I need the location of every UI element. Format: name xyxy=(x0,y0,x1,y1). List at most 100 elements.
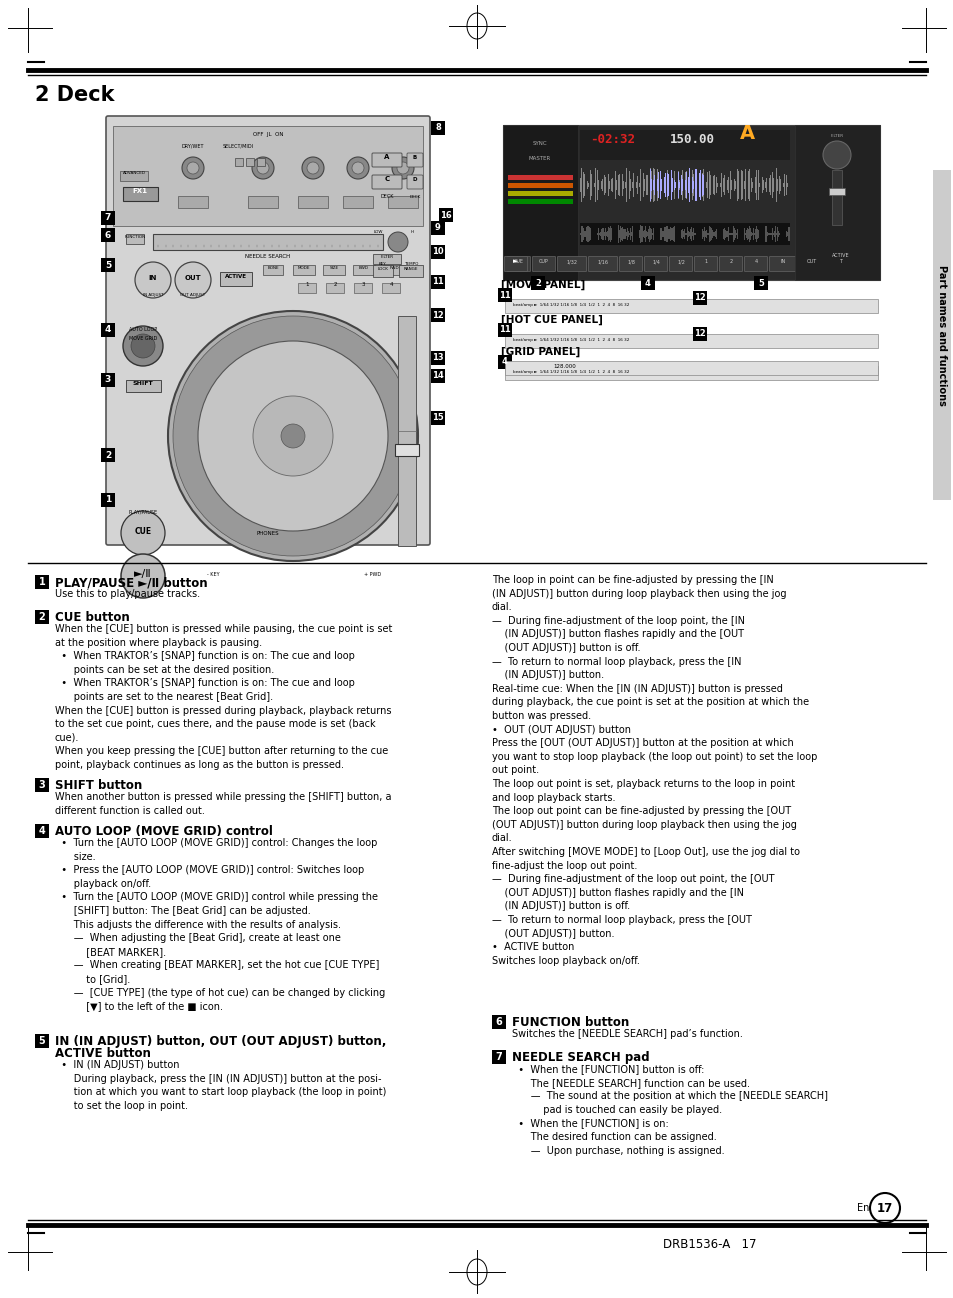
Text: OUT: OUT xyxy=(185,275,201,280)
FancyBboxPatch shape xyxy=(719,257,741,271)
Bar xyxy=(828,188,844,195)
Text: KEY
LOCK: KEY LOCK xyxy=(377,262,388,271)
Text: D: D xyxy=(413,177,416,182)
Bar xyxy=(234,158,243,166)
Text: •  When the [FUNCTION] button is off:
      The [NEEDLE SEARCH] function can be : • When the [FUNCTION] button is off: The… xyxy=(512,1064,827,1155)
FancyBboxPatch shape xyxy=(507,257,530,271)
Text: -02:32: -02:32 xyxy=(589,132,635,145)
Bar xyxy=(112,126,422,226)
Bar xyxy=(397,315,416,546)
FancyBboxPatch shape xyxy=(492,1015,505,1029)
FancyBboxPatch shape xyxy=(35,824,49,839)
FancyBboxPatch shape xyxy=(35,1035,49,1047)
FancyBboxPatch shape xyxy=(531,276,544,289)
Text: OUT: OUT xyxy=(806,260,817,263)
Circle shape xyxy=(307,162,318,174)
FancyBboxPatch shape xyxy=(372,175,401,190)
Text: MOVE GRID: MOVE GRID xyxy=(129,336,157,341)
Text: IN: IN xyxy=(780,260,785,263)
FancyBboxPatch shape xyxy=(694,257,717,271)
Text: DRB1536-A   17: DRB1536-A 17 xyxy=(662,1238,756,1251)
Text: SYNC: SYNC xyxy=(532,141,547,145)
Circle shape xyxy=(135,262,171,299)
Text: Switches the [NEEDLE SEARCH] pad’s function.: Switches the [NEEDLE SEARCH] pad’s funct… xyxy=(512,1029,742,1038)
Text: 4: 4 xyxy=(105,326,112,335)
FancyBboxPatch shape xyxy=(101,448,115,462)
Text: When another button is pressed while pressing the [SHIFT] button, a
different fu: When another button is pressed while pre… xyxy=(55,792,391,815)
Bar xyxy=(120,171,148,180)
FancyBboxPatch shape xyxy=(35,778,49,792)
Text: ►/Ⅱ: ►/Ⅱ xyxy=(134,569,152,579)
FancyBboxPatch shape xyxy=(431,121,444,135)
FancyBboxPatch shape xyxy=(431,275,444,289)
Text: 5: 5 xyxy=(105,261,111,270)
Bar xyxy=(248,196,277,208)
Text: B: B xyxy=(413,154,416,160)
Bar xyxy=(126,380,161,392)
Text: PHONES: PHONES xyxy=(256,531,279,536)
Text: IN (IN ADJUST) button, OUT (OUT ADJUST) button,: IN (IN ADJUST) button, OUT (OUT ADJUST) … xyxy=(55,1035,386,1047)
Bar xyxy=(507,199,573,204)
FancyBboxPatch shape xyxy=(106,116,430,545)
FancyBboxPatch shape xyxy=(669,257,692,271)
Text: 1/8: 1/8 xyxy=(626,260,635,263)
Text: 7: 7 xyxy=(496,1051,502,1062)
Circle shape xyxy=(121,554,165,598)
Text: + PWD: + PWD xyxy=(364,572,381,578)
Text: 1/32: 1/32 xyxy=(566,260,577,263)
FancyBboxPatch shape xyxy=(557,257,586,271)
FancyBboxPatch shape xyxy=(101,323,115,337)
Text: 4: 4 xyxy=(389,282,393,287)
FancyBboxPatch shape xyxy=(492,1050,505,1064)
Text: 10: 10 xyxy=(432,248,443,257)
FancyBboxPatch shape xyxy=(101,493,115,508)
Bar xyxy=(353,265,375,275)
Bar xyxy=(256,158,265,166)
Text: MODE: MODE xyxy=(297,266,310,270)
Text: FILTER: FILTER xyxy=(829,134,842,138)
Bar xyxy=(246,158,253,166)
FancyBboxPatch shape xyxy=(431,369,444,383)
FancyBboxPatch shape xyxy=(431,245,444,260)
Text: SHIFT button: SHIFT button xyxy=(55,779,142,792)
Text: 5: 5 xyxy=(38,1036,46,1046)
Text: Part names and functions: Part names and functions xyxy=(936,265,946,405)
Text: CUE button: CUE button xyxy=(55,611,130,624)
Text: IN ADJUST: IN ADJUST xyxy=(143,293,163,297)
FancyBboxPatch shape xyxy=(431,221,444,235)
Text: 16: 16 xyxy=(439,210,452,219)
FancyBboxPatch shape xyxy=(588,257,617,271)
Text: 1: 1 xyxy=(105,496,111,505)
Text: 4: 4 xyxy=(38,826,46,836)
FancyBboxPatch shape xyxy=(753,276,767,289)
Bar xyxy=(354,283,372,293)
Text: PLAY/PAUSE: PLAY/PAUSE xyxy=(129,510,157,515)
Text: AUTO LOOP: AUTO LOOP xyxy=(129,327,157,332)
FancyBboxPatch shape xyxy=(101,373,115,387)
Text: OUT ADJUST: OUT ADJUST xyxy=(180,293,206,297)
Text: 4: 4 xyxy=(501,357,507,366)
Circle shape xyxy=(121,511,165,556)
Bar xyxy=(388,196,417,208)
Text: [MOVE PANEL]: [MOVE PANEL] xyxy=(500,280,584,291)
FancyBboxPatch shape xyxy=(407,175,422,190)
Circle shape xyxy=(253,396,333,476)
Text: 1/4: 1/4 xyxy=(652,260,659,263)
Text: 12: 12 xyxy=(432,310,443,319)
Bar xyxy=(263,265,283,275)
Text: ACTIVE
T: ACTIVE T xyxy=(831,253,849,263)
Bar xyxy=(395,444,418,456)
Bar xyxy=(579,130,789,160)
FancyBboxPatch shape xyxy=(101,258,115,273)
Bar xyxy=(297,283,315,293)
Text: 6: 6 xyxy=(105,231,111,240)
Circle shape xyxy=(174,262,211,299)
Bar xyxy=(220,273,252,286)
Text: 1/2: 1/2 xyxy=(677,260,684,263)
Text: DRY/WET: DRY/WET xyxy=(182,144,204,149)
FancyBboxPatch shape xyxy=(504,257,527,271)
Text: CUE: CUE xyxy=(134,527,152,536)
Text: ACTIVE: ACTIVE xyxy=(225,274,247,279)
Text: 4: 4 xyxy=(644,279,650,287)
Text: A: A xyxy=(740,125,755,143)
